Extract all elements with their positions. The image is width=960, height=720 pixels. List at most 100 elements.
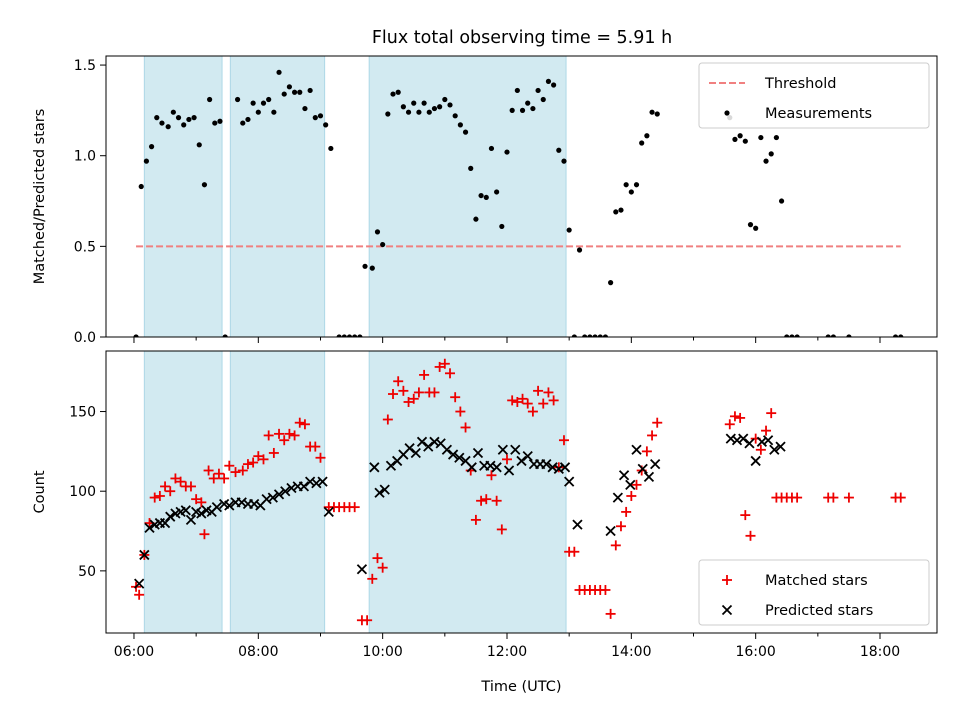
predicted-point-b bbox=[410, 447, 421, 459]
measurement-point bbox=[411, 100, 417, 106]
measurement-point bbox=[297, 89, 303, 95]
predicted-point-b bbox=[466, 462, 477, 473]
predicted-point-b bbox=[454, 452, 465, 463]
y-tick-label: 50 bbox=[78, 564, 96, 580]
matched-point bbox=[242, 459, 253, 470]
measurement-point bbox=[768, 151, 774, 157]
matched-point bbox=[621, 506, 632, 517]
matched-point bbox=[792, 492, 803, 503]
matched-point bbox=[569, 546, 580, 557]
matched-point bbox=[496, 524, 507, 535]
predicted-point-b bbox=[429, 436, 440, 447]
measurement-point bbox=[336, 334, 342, 337]
matched-point bbox=[377, 562, 388, 573]
measurement-point bbox=[159, 120, 165, 126]
matched-point bbox=[362, 615, 373, 626]
predicted-point bbox=[379, 484, 390, 495]
matched-point bbox=[445, 368, 456, 379]
measurement-point bbox=[245, 116, 251, 123]
predicted-point-b bbox=[211, 501, 223, 513]
matched-point bbox=[761, 425, 772, 436]
measurement-point bbox=[504, 149, 510, 155]
predicted-point-b bbox=[516, 455, 527, 467]
axes-frame bbox=[105, 55, 938, 338]
measurement-point bbox=[196, 142, 202, 148]
matched-point bbox=[170, 473, 181, 484]
measurement-point bbox=[191, 115, 197, 121]
measurement-point bbox=[639, 140, 645, 146]
predicted-point bbox=[311, 478, 322, 489]
predicted-point-b bbox=[196, 508, 207, 519]
measurement-point bbox=[499, 223, 505, 230]
measurement-point bbox=[181, 122, 187, 128]
matched-point bbox=[626, 490, 637, 501]
matched-point bbox=[398, 385, 409, 396]
legend-label: Threshold bbox=[764, 76, 836, 92]
predicted-point-b bbox=[491, 462, 502, 473]
predicted-point bbox=[273, 489, 285, 500]
matched-point bbox=[486, 470, 497, 481]
measurement-point bbox=[138, 183, 144, 190]
predicted-point-b bbox=[503, 465, 515, 476]
legend: Matched stars Predicted stars bbox=[698, 559, 930, 626]
predicted-point bbox=[356, 564, 368, 575]
measurement-point bbox=[421, 100, 427, 106]
measurement-point bbox=[789, 334, 795, 337]
measurement-point bbox=[623, 182, 629, 188]
predicted-point bbox=[286, 482, 297, 494]
predicted-point-b bbox=[559, 462, 571, 473]
predicted-point-b bbox=[267, 492, 278, 503]
predicted-point bbox=[196, 508, 207, 519]
matched-point bbox=[154, 490, 165, 501]
measurement-point bbox=[737, 133, 743, 139]
predicted-point bbox=[144, 522, 155, 533]
measurement-point bbox=[571, 334, 577, 337]
measurement-point bbox=[587, 334, 593, 337]
measurement-point bbox=[217, 118, 223, 124]
predicted-point bbox=[369, 462, 380, 473]
measurement-point bbox=[201, 182, 208, 188]
legend: Threshold Measurements bbox=[698, 62, 930, 129]
measurement-point bbox=[582, 334, 588, 337]
matched-point bbox=[219, 473, 230, 484]
matched-point bbox=[274, 428, 285, 439]
measurement-point bbox=[473, 216, 479, 222]
predicted-point bbox=[416, 436, 428, 447]
predicted-point bbox=[738, 433, 749, 444]
predicted-point bbox=[429, 436, 440, 447]
matched-point bbox=[294, 417, 305, 428]
predicted-point bbox=[441, 444, 453, 455]
measurement-point bbox=[763, 158, 769, 164]
predicted-point bbox=[224, 500, 235, 511]
matched-point bbox=[284, 428, 295, 439]
predicted-point-b bbox=[605, 525, 616, 537]
predicted-point-b bbox=[379, 484, 390, 495]
matched-point bbox=[230, 467, 241, 478]
legend-box bbox=[698, 62, 930, 129]
predicted-point-b bbox=[191, 506, 202, 518]
predicted-point bbox=[637, 463, 648, 475]
observing-window-3 bbox=[368, 351, 567, 633]
predicted-point bbox=[643, 471, 655, 483]
x-tick-label: 18:00 bbox=[860, 644, 900, 660]
predicted-point bbox=[618, 470, 630, 481]
measurement-point bbox=[576, 247, 583, 253]
matched-point bbox=[522, 398, 533, 409]
matched-point bbox=[481, 494, 492, 505]
measurement-point bbox=[519, 107, 526, 113]
measurement-point bbox=[212, 120, 218, 126]
measurement-point bbox=[143, 158, 150, 164]
measurement-point bbox=[747, 222, 754, 228]
matched-point bbox=[735, 412, 746, 423]
matched-point bbox=[299, 419, 310, 430]
measurement-point bbox=[468, 165, 474, 171]
predicted-point-b bbox=[547, 462, 558, 473]
series-predicted-stars bbox=[134, 433, 786, 589]
predicted-point bbox=[605, 525, 616, 537]
matched-point bbox=[610, 540, 621, 551]
matched-point bbox=[533, 385, 544, 396]
predicted-point bbox=[466, 462, 477, 473]
matched-point bbox=[755, 444, 766, 455]
measurement-point bbox=[271, 109, 277, 115]
